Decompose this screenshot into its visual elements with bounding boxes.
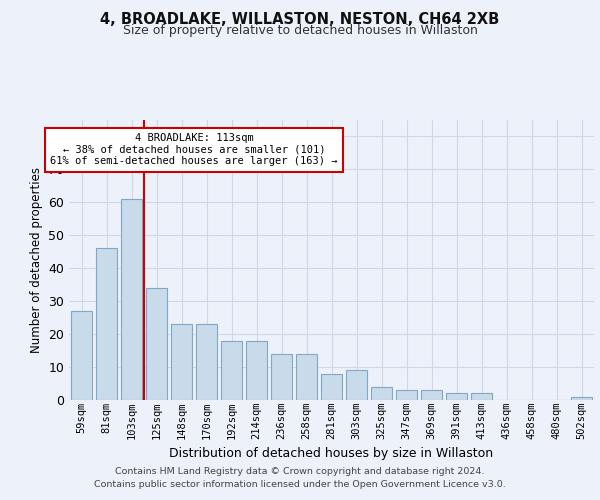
Bar [446, 394, 467, 400]
Bar [121, 199, 142, 400]
Text: Contains public sector information licensed under the Open Government Licence v3: Contains public sector information licen… [94, 480, 506, 489]
Text: Contains HM Land Registry data © Crown copyright and database right 2024.: Contains HM Land Registry data © Crown c… [115, 467, 485, 476]
Bar [271, 354, 292, 400]
Text: 4, BROADLAKE, WILLASTON, NESTON, CH64 2XB: 4, BROADLAKE, WILLASTON, NESTON, CH64 2X… [100, 12, 500, 28]
Text: Size of property relative to detached houses in Willaston: Size of property relative to detached ho… [122, 24, 478, 37]
Bar [471, 394, 492, 400]
Bar [396, 390, 417, 400]
Bar [571, 396, 592, 400]
Bar [246, 340, 267, 400]
Bar [71, 311, 92, 400]
Bar [346, 370, 367, 400]
Bar [371, 387, 392, 400]
Bar [96, 248, 117, 400]
Bar [296, 354, 317, 400]
Bar [146, 288, 167, 400]
Bar [421, 390, 442, 400]
Bar [171, 324, 192, 400]
Text: 4 BROADLAKE: 113sqm
← 38% of detached houses are smaller (101)
61% of semi-detac: 4 BROADLAKE: 113sqm ← 38% of detached ho… [50, 133, 338, 166]
X-axis label: Distribution of detached houses by size in Willaston: Distribution of detached houses by size … [169, 447, 494, 460]
Bar [221, 340, 242, 400]
Bar [321, 374, 342, 400]
Y-axis label: Number of detached properties: Number of detached properties [29, 167, 43, 353]
Bar [196, 324, 217, 400]
